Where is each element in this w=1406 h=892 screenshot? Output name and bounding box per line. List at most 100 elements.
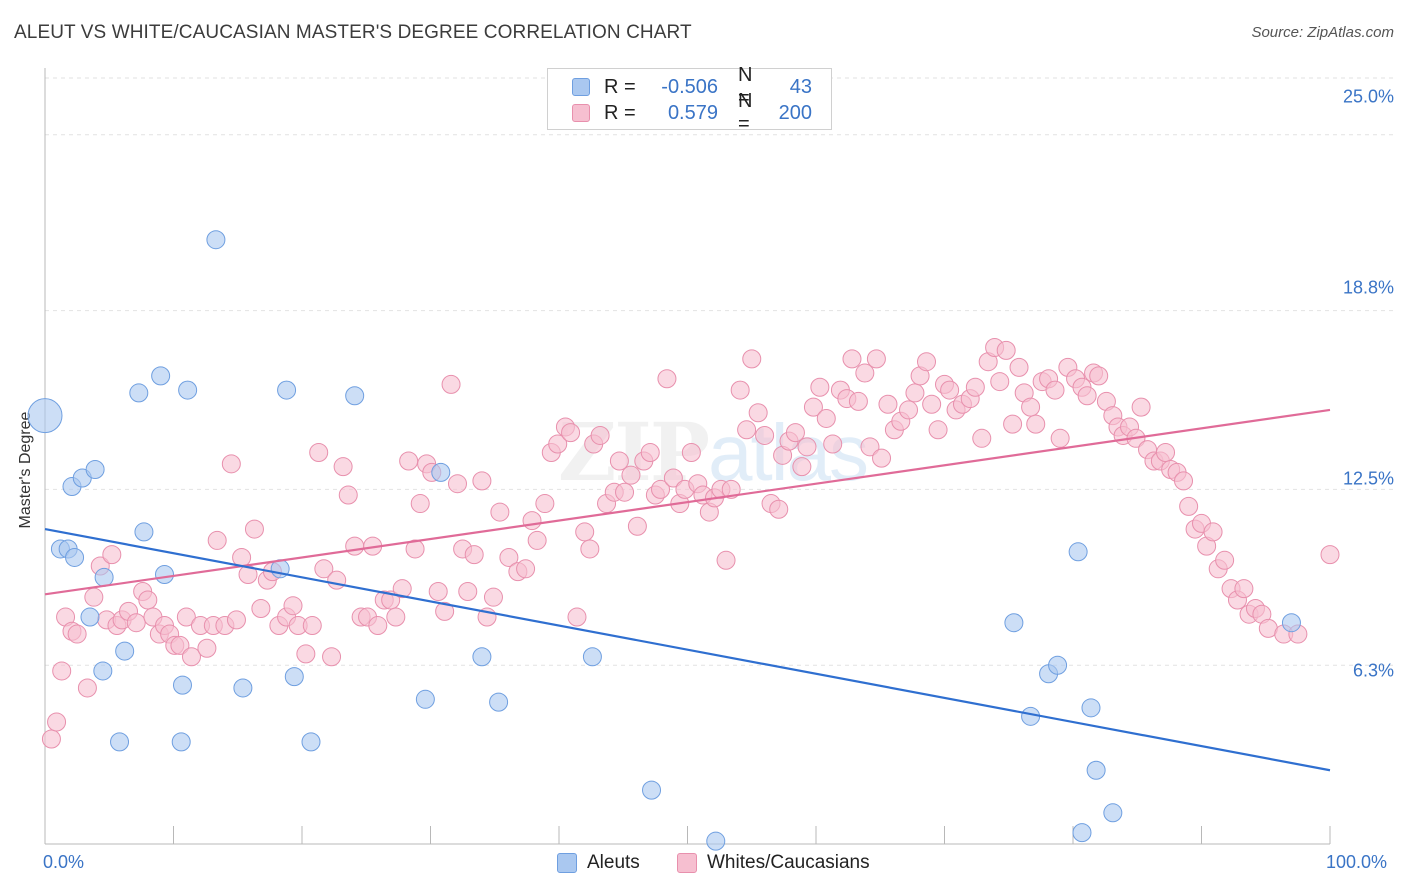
white-point bbox=[721, 479, 741, 499]
white-point bbox=[842, 349, 862, 369]
aleut-point bbox=[1281, 613, 1301, 633]
white-point bbox=[1174, 471, 1194, 491]
aleut-point bbox=[1048, 655, 1068, 675]
aleut-point bbox=[1081, 698, 1101, 718]
n-label: N = bbox=[738, 90, 753, 135]
whites-swatch bbox=[572, 104, 590, 122]
aleut-point bbox=[155, 564, 175, 584]
white-point bbox=[176, 607, 196, 627]
white-point bbox=[663, 468, 683, 488]
aleuts-swatch bbox=[572, 78, 590, 96]
white-point bbox=[197, 638, 217, 658]
correlation-legend: R = -0.506 N = 43 R = 0.579 N = 200 bbox=[547, 64, 832, 135]
white-point bbox=[1045, 380, 1065, 400]
white-point bbox=[866, 349, 886, 369]
y-tick-label: 18.8% bbox=[1342, 277, 1394, 298]
white-point bbox=[1021, 397, 1041, 417]
aleut-point bbox=[27, 398, 63, 434]
white-point bbox=[441, 374, 461, 394]
white-point bbox=[338, 485, 358, 505]
white-point bbox=[522, 511, 542, 531]
white-point bbox=[1050, 428, 1070, 448]
aleut-point bbox=[110, 732, 130, 752]
white-point bbox=[67, 624, 87, 644]
white-point bbox=[535, 494, 555, 514]
white-point bbox=[1026, 414, 1046, 434]
n-value: 200 bbox=[778, 101, 812, 124]
white-point bbox=[283, 596, 303, 616]
r-value: 0.579 bbox=[667, 101, 718, 124]
white-point bbox=[748, 403, 768, 423]
white-point bbox=[681, 442, 701, 462]
white-point bbox=[548, 434, 568, 454]
white-point bbox=[797, 437, 817, 457]
white-point bbox=[499, 547, 519, 567]
white-point bbox=[345, 536, 365, 556]
chart-title: ALEUT VS WHITE/CAUCASIAN MASTER'S DEGREE… bbox=[14, 22, 692, 43]
white-point bbox=[41, 729, 61, 749]
white-point bbox=[1234, 579, 1254, 599]
aleut-point bbox=[129, 383, 149, 403]
legend-item-whites[interactable]: Whites/Caucasians bbox=[677, 852, 870, 874]
white-point bbox=[899, 400, 919, 420]
white-point bbox=[77, 678, 97, 698]
n-value: 43 bbox=[789, 75, 812, 98]
r-label: R = bbox=[604, 75, 636, 98]
aleut-point bbox=[472, 647, 492, 667]
aleut-point bbox=[80, 607, 100, 627]
white-point bbox=[126, 613, 146, 633]
y-tick-label: 25.0% bbox=[1342, 86, 1394, 107]
white-point bbox=[621, 465, 641, 485]
aleuts-legend-swatch bbox=[557, 853, 577, 873]
white-point bbox=[742, 349, 762, 369]
legend-row-aleuts: R = -0.506 N = 43 bbox=[572, 64, 812, 109]
white-point bbox=[657, 369, 677, 389]
aleut-point bbox=[277, 380, 297, 400]
white-point bbox=[1320, 545, 1340, 565]
white-point bbox=[447, 474, 467, 494]
white-point bbox=[730, 380, 750, 400]
white-point bbox=[928, 420, 948, 440]
white-point bbox=[803, 397, 823, 417]
aleut-point bbox=[65, 547, 85, 567]
source-label: Source: ZipAtlas.com bbox=[1251, 24, 1394, 41]
white-point bbox=[609, 451, 629, 471]
white-point bbox=[965, 377, 985, 397]
white-point bbox=[483, 587, 503, 607]
white-point bbox=[972, 428, 992, 448]
aleut-point bbox=[134, 522, 154, 542]
aleut-point bbox=[642, 780, 662, 800]
y-tick-label: 12.5% bbox=[1342, 468, 1394, 489]
white-point bbox=[996, 340, 1016, 360]
legend-item-aleuts[interactable]: Aleuts bbox=[557, 852, 640, 874]
aleut-point bbox=[284, 667, 304, 687]
white-point bbox=[561, 423, 581, 443]
white-point bbox=[810, 377, 830, 397]
whites-legend-swatch bbox=[677, 853, 697, 873]
white-point bbox=[860, 437, 880, 457]
white-point bbox=[309, 442, 329, 462]
white-point bbox=[181, 647, 201, 667]
aleut-point bbox=[1103, 803, 1123, 823]
white-point bbox=[1089, 366, 1109, 386]
white-point bbox=[138, 590, 158, 610]
white-point bbox=[207, 530, 227, 550]
legend-row-whites: R = 0.579 N = 200 bbox=[572, 90, 812, 135]
white-point bbox=[1179, 496, 1199, 516]
white-point bbox=[769, 499, 789, 519]
aleut-point bbox=[345, 386, 365, 406]
white-point bbox=[386, 607, 406, 627]
white-point bbox=[855, 363, 875, 383]
white-point bbox=[333, 457, 353, 477]
aleut-point bbox=[582, 647, 602, 667]
white-point bbox=[322, 647, 342, 667]
white-point bbox=[1215, 550, 1235, 570]
n-label: N = bbox=[738, 64, 753, 109]
aleut-point bbox=[415, 689, 435, 709]
aleut-point bbox=[706, 831, 726, 851]
white-point bbox=[575, 522, 595, 542]
r-label: R = bbox=[604, 101, 636, 124]
white-point bbox=[651, 479, 671, 499]
aleut-point bbox=[1086, 760, 1106, 780]
